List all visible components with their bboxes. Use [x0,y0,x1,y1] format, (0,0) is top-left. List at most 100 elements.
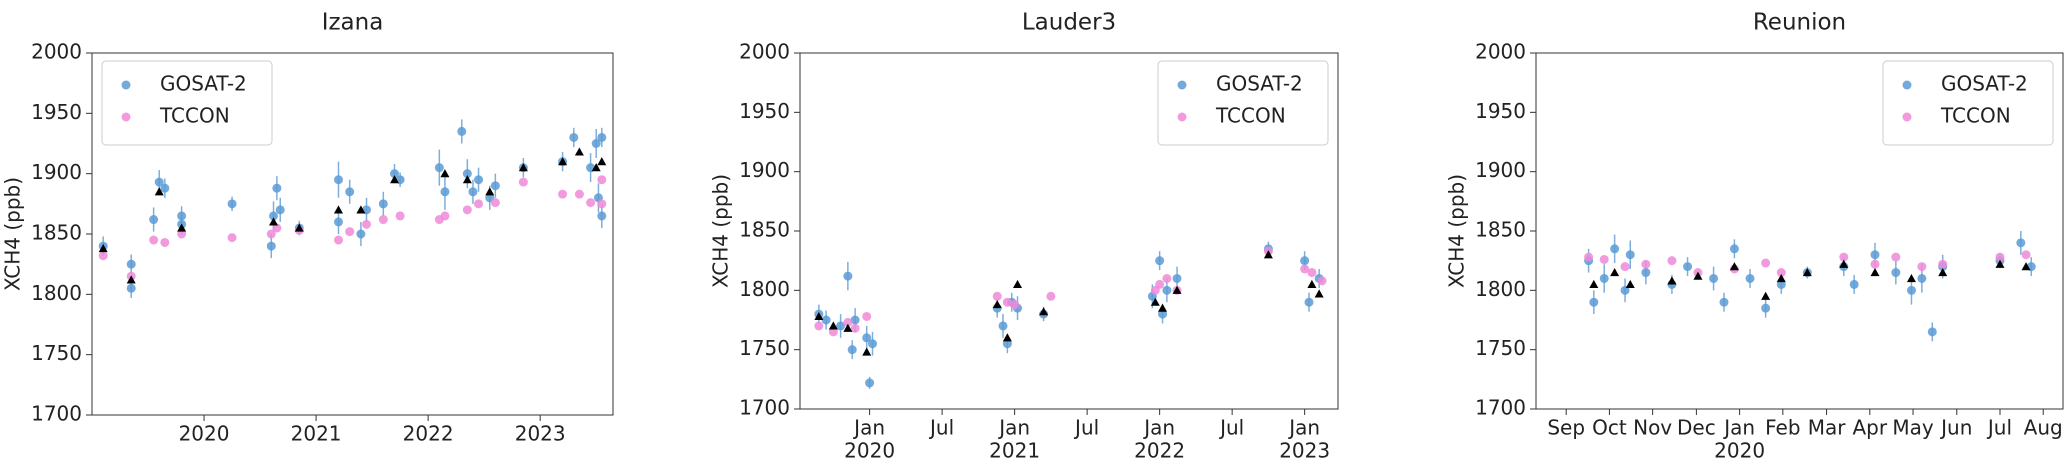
x-tick-label: Dec [1677,416,1716,440]
point [1589,297,1599,307]
point [1010,300,1020,310]
point [862,311,872,321]
x-tick-label: Apr [1852,416,1887,440]
chart-title: Izana [322,10,384,36]
point [457,126,467,136]
point [1610,244,1620,254]
point [1906,273,1916,283]
point [333,235,343,245]
point [474,199,484,209]
point [836,321,846,331]
y-tick-label: 1850 [31,221,82,245]
x-tick-label: Nov [1633,416,1672,440]
point [865,378,875,388]
point [1625,279,1635,288]
y-tick-label: 2000 [739,40,790,64]
point [154,177,164,187]
y-tick-label: 1800 [1475,277,1526,301]
point [843,323,853,332]
y-tick-label: 1750 [1475,336,1526,360]
point [2021,262,2031,271]
point [1584,252,1594,262]
x-tick-label: 2023 [515,422,566,446]
point [814,321,824,331]
point [847,345,857,355]
point [98,243,108,253]
y-tick-label: 2000 [31,40,82,64]
point [1046,291,1056,301]
y-tick-label: 1750 [739,336,790,360]
point [2021,250,2031,260]
point [227,233,237,243]
point [597,132,607,142]
y-tick-label: 1900 [1475,158,1526,182]
point [1693,271,1703,280]
legend-label: GOSAT-2 [1216,72,1303,96]
point [378,199,388,209]
point [1162,285,1172,295]
legend-label: TCCON [159,104,230,128]
point [1641,268,1651,278]
point [462,175,472,184]
legend-label: GOSAT-2 [160,72,247,96]
point [558,189,568,199]
point [269,211,279,221]
point [843,317,853,327]
point [490,181,500,191]
point [1938,259,1948,269]
point [586,198,596,208]
point [1263,250,1273,259]
legend-marker [1902,80,1912,90]
point [356,229,366,239]
point [1599,254,1609,264]
x-tick-label: Feb [1765,416,1800,440]
x-tick-label: Sep [1547,416,1585,440]
point [1150,297,1160,306]
x-tick-label: Jan [1287,416,1320,440]
point [485,187,495,196]
legend-marker [1902,112,1912,122]
x-tick-year: 2023 [1279,439,1330,463]
point [149,235,159,245]
point [574,189,584,199]
point [1995,252,2005,262]
x-tick-year: 2021 [989,439,1040,463]
legend-label: GOSAT-2 [1941,72,2028,96]
point [1641,259,1651,269]
point [362,219,372,229]
point [390,169,400,179]
point [378,215,388,225]
point [1891,252,1901,262]
x-tick-label: Jun [1939,416,1972,440]
point [462,169,472,179]
point [1995,259,2005,268]
point [518,177,528,187]
point [160,183,170,193]
point [440,211,450,221]
point [1709,273,1719,283]
point [597,199,607,209]
x-tick-year: 2022 [1134,439,1185,463]
point [126,275,136,284]
x-tick-label: May [1892,416,1934,440]
legend-label: TCCON [1215,104,1286,128]
y-tick-label: 1800 [31,281,82,305]
x-tick-label: Jan [1142,416,1175,440]
point [1719,297,1729,307]
point [1891,268,1901,278]
chart-title: Reunion [1753,10,1846,36]
point [1776,273,1786,283]
y-tick-label: 1700 [1475,396,1526,420]
y-tick-label: 1800 [739,277,790,301]
point [177,211,187,221]
plot-frame [1535,52,2064,410]
point [1002,333,1012,342]
x-tick-label: Jul [1073,416,1099,440]
point [177,229,187,239]
point [1802,268,1812,277]
point [1917,273,1927,283]
point [1625,250,1635,260]
point [591,139,601,148]
point [828,321,838,330]
point [843,271,853,281]
